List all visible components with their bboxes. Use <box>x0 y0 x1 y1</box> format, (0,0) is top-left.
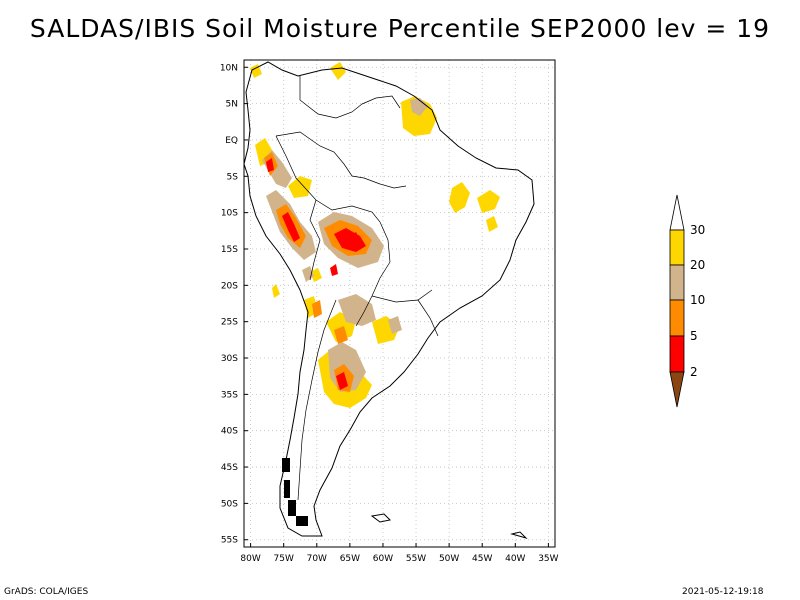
colorbar-label: 10 <box>690 293 705 307</box>
latitude-label: 25S <box>221 318 238 328</box>
latitude-label: 50S <box>221 499 238 509</box>
latitude-tick-labels: 10N 5N EQ 5S 10S 15S 20S 25S 30S 35S 40S 45S 50S 55S <box>220 63 248 546</box>
map-title: SALDAS/IBIS Soil Moisture Percentile SEP… <box>29 14 771 43</box>
latitude-label: 35S <box>221 390 238 400</box>
render-timestamp: 2021-05-12-19:18 <box>682 587 764 597</box>
colorbar-segment <box>669 335 685 373</box>
longitude-label: 50W <box>439 554 459 564</box>
colorbar-label: 2 <box>690 365 698 379</box>
coastline-and-borders <box>243 61 535 540</box>
latitude-label: 5S <box>227 172 239 182</box>
latitude-label: 40S <box>221 427 238 437</box>
longitude-label: 55W <box>406 554 426 564</box>
latitude-label: 45S <box>221 463 238 473</box>
latitude-label: 55S <box>221 536 238 546</box>
software-credit: GrADS: COLA/IGES <box>4 587 89 597</box>
colorbar-label: 20 <box>690 258 705 272</box>
longitude-label: 40W <box>505 554 525 564</box>
longitude-label: 60W <box>373 554 393 564</box>
longitude-tick-labels: 80W 75W 70W 65W 60W 55W 50W 45W 40W 35W <box>240 543 559 564</box>
latitude-label: 10S <box>221 209 238 219</box>
longitude-label: 45W <box>472 554 492 564</box>
country-borders <box>275 76 439 501</box>
latitude-label: EQ <box>225 136 238 146</box>
longitude-label: 65W <box>340 554 360 564</box>
colorbar-top-triangle <box>669 194 685 231</box>
south-georgia-island <box>510 531 528 540</box>
latitude-label: 10N <box>220 63 238 73</box>
latitude-label: 20S <box>221 281 238 291</box>
falkland-islands <box>370 513 392 523</box>
longitude-label: 70W <box>307 554 327 564</box>
longitude-label: 35W <box>538 554 558 564</box>
latitude-label: 5N <box>226 100 238 110</box>
colorbar-bottom-triangle <box>669 371 685 408</box>
percentile-2-5-regions <box>266 158 366 390</box>
latitude-label: 15S <box>221 245 238 255</box>
longitude-label: 80W <box>240 554 260 564</box>
latitude-label: 30S <box>221 354 238 364</box>
lat-lon-grid <box>244 60 555 547</box>
colorbar-label: 5 <box>690 329 698 343</box>
colorbar-segment <box>669 229 685 266</box>
colorbar-segment <box>669 264 685 301</box>
shaded-percentile-regions <box>250 62 500 408</box>
colorbar-segment <box>669 299 685 337</box>
chile-fjords <box>282 458 308 526</box>
map-frame <box>243 59 556 548</box>
south-america-coastline <box>243 61 535 537</box>
colorbar-label: 30 <box>690 223 705 237</box>
longitude-label: 75W <box>274 554 294 564</box>
colorbar: 2 5 10 20 30 <box>669 194 705 408</box>
